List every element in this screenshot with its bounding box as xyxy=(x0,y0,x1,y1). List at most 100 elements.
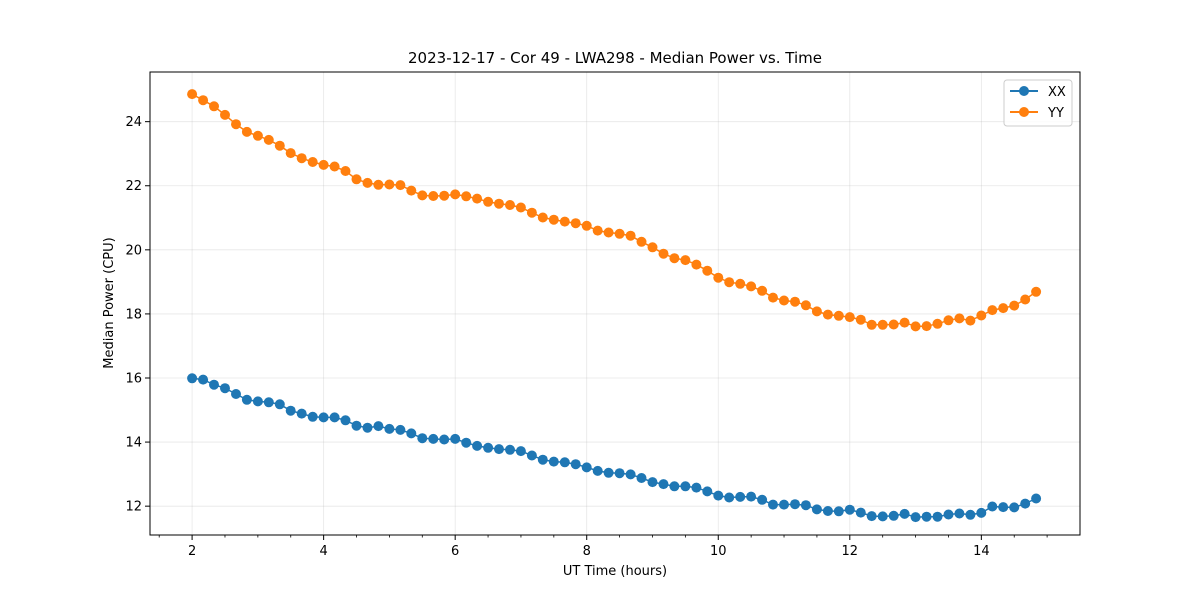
data-point-xx xyxy=(768,499,778,510)
data-point-xx xyxy=(505,444,515,455)
data-point-xx xyxy=(406,428,417,439)
data-point-xx xyxy=(932,511,943,522)
data-point-yy xyxy=(833,310,844,321)
data-point-yy xyxy=(515,202,526,213)
data-point-yy xyxy=(198,95,209,106)
data-point-xx xyxy=(800,500,811,511)
y-tick-label: 24 xyxy=(125,115,142,130)
data-point-yy xyxy=(329,161,340,172)
data-point-xx xyxy=(943,509,954,520)
data-point-xx xyxy=(274,399,285,410)
data-point-yy xyxy=(450,189,461,200)
data-point-yy xyxy=(362,177,373,188)
data-point-yy xyxy=(570,218,581,229)
data-point-yy xyxy=(494,198,504,209)
data-point-yy xyxy=(537,212,548,223)
data-point-xx xyxy=(647,477,658,488)
data-point-yy xyxy=(800,300,811,311)
data-point-xx xyxy=(888,510,899,521)
data-point-xx xyxy=(570,459,581,470)
x-tick-label: 14 xyxy=(973,544,990,559)
data-point-yy xyxy=(932,318,943,329)
y-tick-label: 14 xyxy=(125,436,142,451)
legend-marker-xx xyxy=(1019,86,1029,96)
data-point-yy xyxy=(373,179,384,190)
data-point-xx xyxy=(625,469,636,480)
data-point-yy xyxy=(505,200,515,210)
x-tick-label: 6 xyxy=(451,544,459,559)
data-point-xx xyxy=(537,454,548,465)
x-axis-label: UT Time (hours) xyxy=(563,564,667,579)
data-point-yy xyxy=(614,228,625,239)
data-point-xx xyxy=(603,467,614,478)
data-point-yy xyxy=(866,319,877,330)
data-point-xx xyxy=(373,421,384,432)
data-point-xx xyxy=(461,437,472,448)
data-point-yy xyxy=(658,248,669,259)
data-point-xx xyxy=(1020,498,1031,509)
y-tick-label: 18 xyxy=(125,307,142,322)
y-tick-label: 16 xyxy=(125,371,142,386)
data-point-yy xyxy=(231,119,241,130)
data-point-yy xyxy=(822,309,833,320)
data-point-yy xyxy=(998,303,1009,314)
x-tick-label: 4 xyxy=(319,544,327,559)
x-tick-label: 10 xyxy=(710,544,727,559)
y-tick-label: 22 xyxy=(125,179,142,194)
data-point-yy xyxy=(483,196,494,207)
data-point-xx xyxy=(450,433,461,444)
data-point-yy xyxy=(461,191,472,202)
data-point-yy xyxy=(811,306,822,317)
data-point-xx xyxy=(844,504,855,515)
y-tick-label: 12 xyxy=(125,500,142,515)
y-axis-label: Median Power (CPU) xyxy=(102,237,117,368)
data-point-xx xyxy=(483,442,494,453)
data-point-yy xyxy=(384,179,395,190)
data-point-yy xyxy=(274,140,285,151)
data-point-yy xyxy=(263,134,274,145)
data-point-xx xyxy=(548,456,559,467)
data-point-xx xyxy=(494,444,504,455)
x-tick-label: 2 xyxy=(188,544,196,559)
x-tick-label: 8 xyxy=(583,544,591,559)
data-point-yy xyxy=(855,314,866,325)
data-point-xx xyxy=(855,507,866,518)
data-point-yy xyxy=(406,185,417,196)
data-point-xx xyxy=(724,492,735,503)
data-point-xx xyxy=(1009,502,1020,513)
data-point-xx xyxy=(899,508,910,519)
data-point-xx xyxy=(209,379,219,390)
data-point-xx xyxy=(965,509,976,520)
data-point-xx xyxy=(252,396,263,407)
data-point-xx xyxy=(395,424,406,435)
legend-label-xx: XX xyxy=(1048,85,1066,100)
data-point-yy xyxy=(209,101,219,112)
data-point-yy xyxy=(779,295,789,306)
data-point-xx xyxy=(526,450,537,461)
data-point-xx xyxy=(472,440,483,451)
data-point-xx xyxy=(198,374,209,385)
data-point-xx xyxy=(877,511,888,522)
data-point-xx xyxy=(220,383,230,394)
data-point-yy xyxy=(680,255,691,266)
data-point-xx xyxy=(746,491,757,502)
data-point-xx xyxy=(592,465,603,476)
data-point-xx xyxy=(241,394,252,405)
data-point-yy xyxy=(735,278,746,289)
data-point-yy xyxy=(581,220,592,231)
data-point-xx xyxy=(833,506,844,517)
data-point-yy xyxy=(548,214,559,225)
data-point-yy xyxy=(943,315,954,326)
plot-frame xyxy=(149,71,1081,536)
data-point-yy xyxy=(340,166,351,176)
data-point-yy xyxy=(976,310,987,321)
data-point-yy xyxy=(965,315,976,326)
data-point-yy xyxy=(417,190,428,201)
data-point-yy xyxy=(910,321,921,332)
data-point-xx xyxy=(680,481,691,492)
data-point-xx xyxy=(757,494,768,505)
data-point-yy xyxy=(241,126,252,137)
grid xyxy=(150,72,1080,535)
